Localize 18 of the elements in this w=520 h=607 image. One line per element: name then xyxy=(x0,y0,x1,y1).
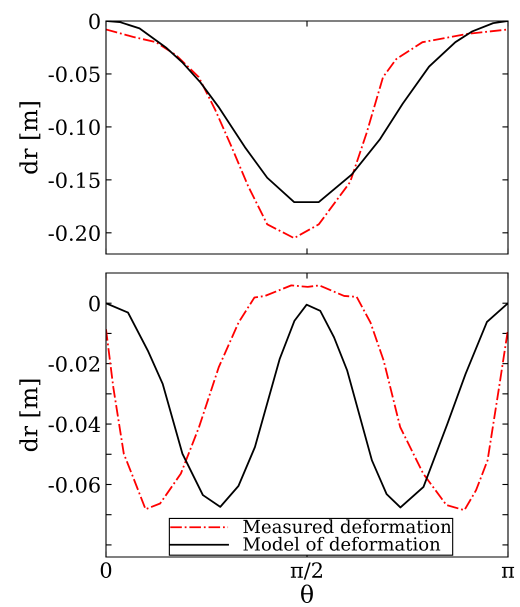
x-tick-label: π/2 xyxy=(290,562,322,580)
y-tick-label: 0 xyxy=(89,13,100,30)
y-tick-label: 0 xyxy=(89,296,100,312)
y-tick-label: -0.10 xyxy=(48,119,100,136)
x-tick-label: π xyxy=(502,566,514,578)
y-tick-label: -0.20 xyxy=(48,225,100,242)
y-axis-title: dr [m] xyxy=(19,102,40,174)
x-tick-label: 0 xyxy=(100,562,112,578)
y-tick-label: -0.05 xyxy=(48,66,100,82)
line-series xyxy=(106,28,508,240)
y-tick-label: -0.02 xyxy=(48,356,100,372)
legend-label: Measured deformation xyxy=(243,519,452,534)
legend-label: Model of deformation xyxy=(243,536,440,551)
y-axis-title: dr [m] xyxy=(19,380,40,452)
y-tick-label: -0.04 xyxy=(48,416,100,432)
x-axis-title: θ xyxy=(301,584,313,603)
y-tick-label: -0.15 xyxy=(48,172,100,188)
y-tick-label: -0.06 xyxy=(48,476,100,493)
